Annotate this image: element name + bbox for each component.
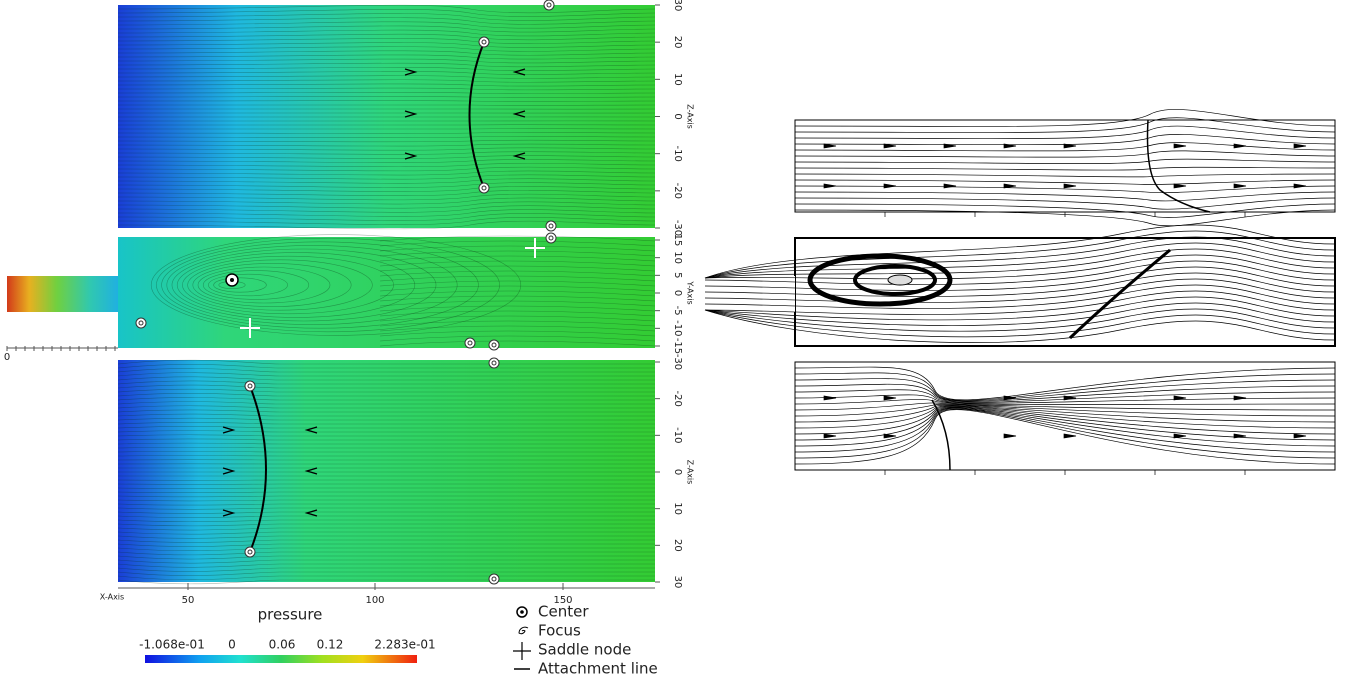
focus-marker	[489, 358, 499, 368]
focus-marker	[465, 338, 475, 348]
y-tick-label: 30	[672, 576, 683, 589]
x-tick-label: 50	[182, 595, 195, 606]
colorbar-label: 0.12	[317, 638, 344, 652]
inlet	[7, 276, 118, 312]
legend-focus-icon	[519, 627, 528, 633]
y-tick-label: 30	[672, 0, 683, 11]
right-figure	[705, 109, 1335, 475]
focus-marker	[489, 340, 499, 350]
focus-marker	[479, 37, 489, 47]
y-tick-label: -10	[672, 145, 683, 161]
legend-label: Saddle node	[538, 641, 631, 659]
y-tick-label: -10	[672, 320, 683, 336]
focus-marker	[544, 0, 554, 10]
colorbar-title: pressure	[258, 606, 323, 624]
legend-label: Attachment line	[538, 660, 658, 678]
focus-marker	[546, 221, 556, 231]
legend: CenterFocusSaddle nodeAttachment line	[513, 603, 658, 678]
focus-marker	[136, 318, 146, 328]
y-tick-label: -20	[672, 390, 683, 406]
axis-title: Z-Axis	[686, 460, 695, 485]
y-tick-label: 15	[672, 234, 683, 247]
colorbar-label: 2.283e-01	[374, 638, 435, 652]
legend-label: Center	[538, 603, 589, 621]
y-tick-label: 0	[672, 290, 683, 296]
y-tick-label: -20	[672, 183, 683, 199]
focus-marker	[546, 233, 556, 243]
y-tick-label: -15	[672, 338, 683, 354]
x-axis-title: X-Axis	[100, 593, 124, 602]
focus-marker	[245, 381, 255, 391]
y-tick-label: 20	[672, 539, 683, 552]
right-bottom-panel	[795, 362, 1335, 470]
legend-saddle-icon	[513, 642, 531, 660]
origin-label: 0	[4, 352, 10, 363]
legend-label: Focus	[538, 622, 581, 640]
left-figure: 0 X-Axis pressure 3020100-10-20-30Z-Axis…	[4, 0, 695, 663]
focus-marker	[245, 547, 255, 557]
y-tick-label: -10	[672, 427, 683, 443]
x-tick-label: 100	[365, 595, 384, 606]
axis-title: Y-Axis	[686, 280, 695, 304]
y-tick-label: 20	[672, 36, 683, 49]
y-tick-label: 5	[672, 272, 683, 278]
focus-marker	[489, 574, 499, 584]
y-tick-label: 0	[672, 113, 683, 119]
colorbar-label: 0.06	[269, 638, 296, 652]
figure: 0 X-Axis pressure 3020100-10-20-30Z-Axis…	[0, 0, 1348, 684]
colorbar	[145, 655, 417, 663]
colorbar-label: -1.068e-01	[139, 638, 205, 652]
y-tick-label: 0	[672, 469, 683, 475]
center-marker	[230, 278, 234, 282]
y-tick-label: -5	[672, 306, 683, 316]
y-tick-label: -30	[672, 354, 683, 370]
middle-panel	[118, 237, 655, 348]
vortex-core	[888, 275, 912, 285]
y-tick-label: 10	[672, 251, 683, 264]
legend-center-icon	[520, 610, 524, 614]
focus-marker	[479, 183, 489, 193]
axis-title: Z-Axis	[686, 104, 695, 129]
y-tick-label: 10	[672, 73, 683, 86]
colorbar-label: 0	[228, 638, 236, 652]
y-tick-label: 10	[672, 502, 683, 515]
